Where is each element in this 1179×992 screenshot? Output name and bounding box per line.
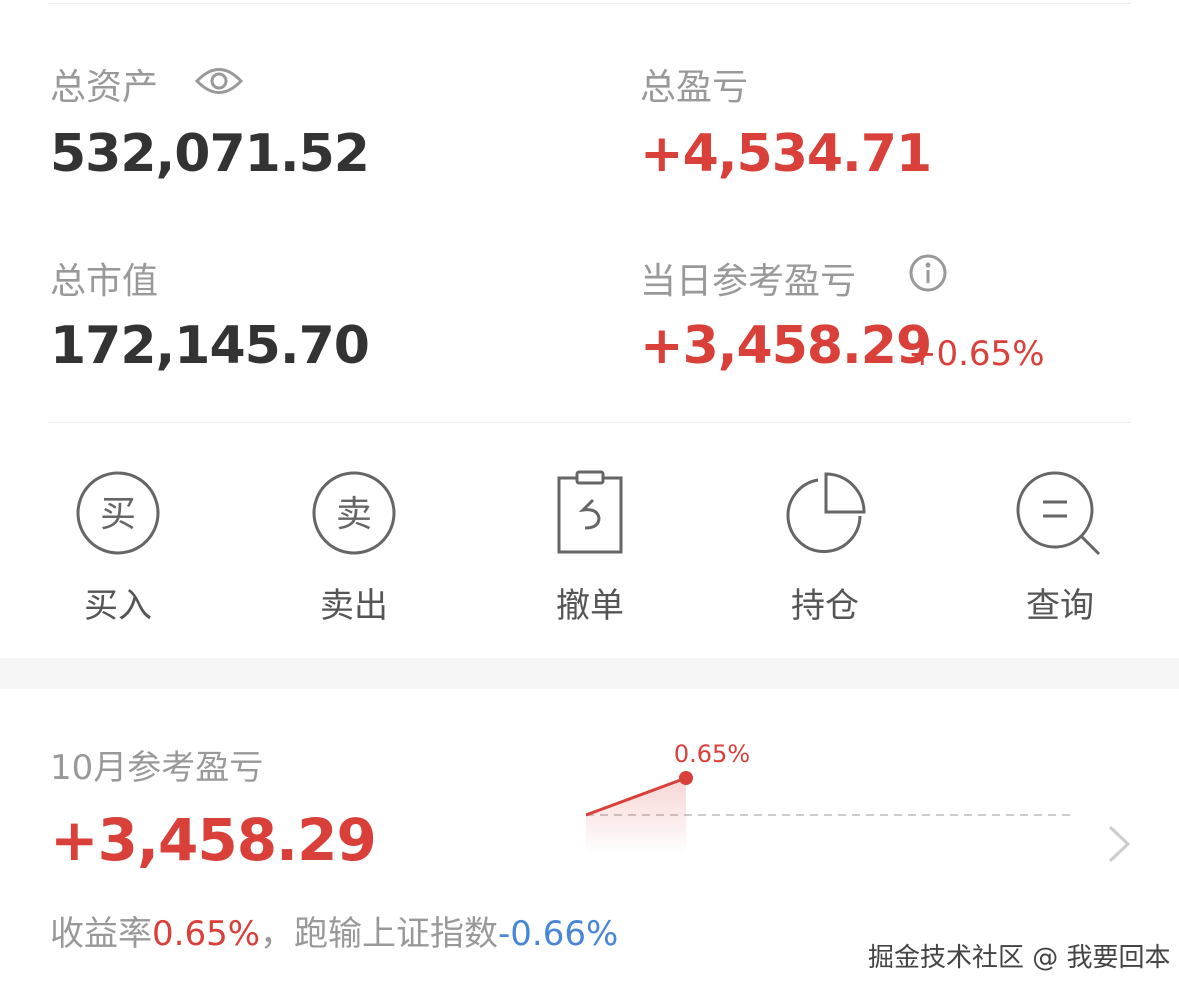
cancel-order-label: 撤单 [556,586,624,626]
total-assets-label: 总资产 [50,67,159,108]
monthly-pnl-value: +3,458.29 [50,806,377,874]
sell-label: 卖出 [320,586,388,626]
return-rate-label: 收益率 [50,914,152,954]
divider [48,422,1131,423]
chevron-right-icon[interactable] [1106,824,1132,864]
section-separator [0,658,1179,689]
sell-button[interactable]: 卖 卖出 [294,470,414,627]
total-pnl-label: 总盈亏 [640,67,749,108]
svg-text:卖: 卖 [336,494,372,535]
daily-pnl-value: +3,458.29 [640,316,932,376]
watermark: 掘金技术社区 @ 我要回本 [868,943,1171,973]
query-button[interactable]: 查询 [1000,470,1120,627]
monthly-return-line: 收益率0.65%，跑输上证指数-0.66% [50,906,618,955]
total-pnl-value: +4,534.71 [640,124,932,184]
daily-pnl-label: 当日参考盈亏 [640,261,857,302]
positions-button[interactable]: 持仓 [765,470,885,627]
query-label: 查询 [1026,586,1094,626]
chart-point [679,771,693,785]
buy-label: 买入 [84,586,152,626]
benchmark-label: ，跑输上证指数 [260,914,499,954]
divider [48,3,1131,4]
sell-icon: 卖 [312,471,396,555]
svg-text:买: 买 [100,494,136,535]
chart-area [586,778,686,855]
monthly-pnl-label: 10月参考盈亏 [50,748,264,788]
pie-chart-icon [786,472,866,553]
market-value-label: 总市值 [50,261,159,302]
cancel-order-button[interactable]: 撤单 [530,470,650,627]
info-icon[interactable] [908,253,948,293]
total-assets-value: 532,071.52 [50,124,370,184]
buy-icon: 买 [76,471,160,555]
buy-button[interactable]: 买 买入 [58,470,178,627]
daily-pnl-percent: +0.65% [908,334,1045,374]
chart-point-label: 0.65% [674,740,750,768]
search-icon [1016,471,1101,556]
chart-line [585,776,687,817]
market-value-value: 172,145.70 [50,316,370,376]
monthly-chart: 0.65% [585,740,1076,855]
positions-label: 持仓 [791,586,859,626]
return-rate: 0.65% [152,914,261,954]
cancel-order-icon [557,470,623,554]
benchmark-diff: -0.66% [498,914,619,954]
eye-icon[interactable] [194,62,244,100]
